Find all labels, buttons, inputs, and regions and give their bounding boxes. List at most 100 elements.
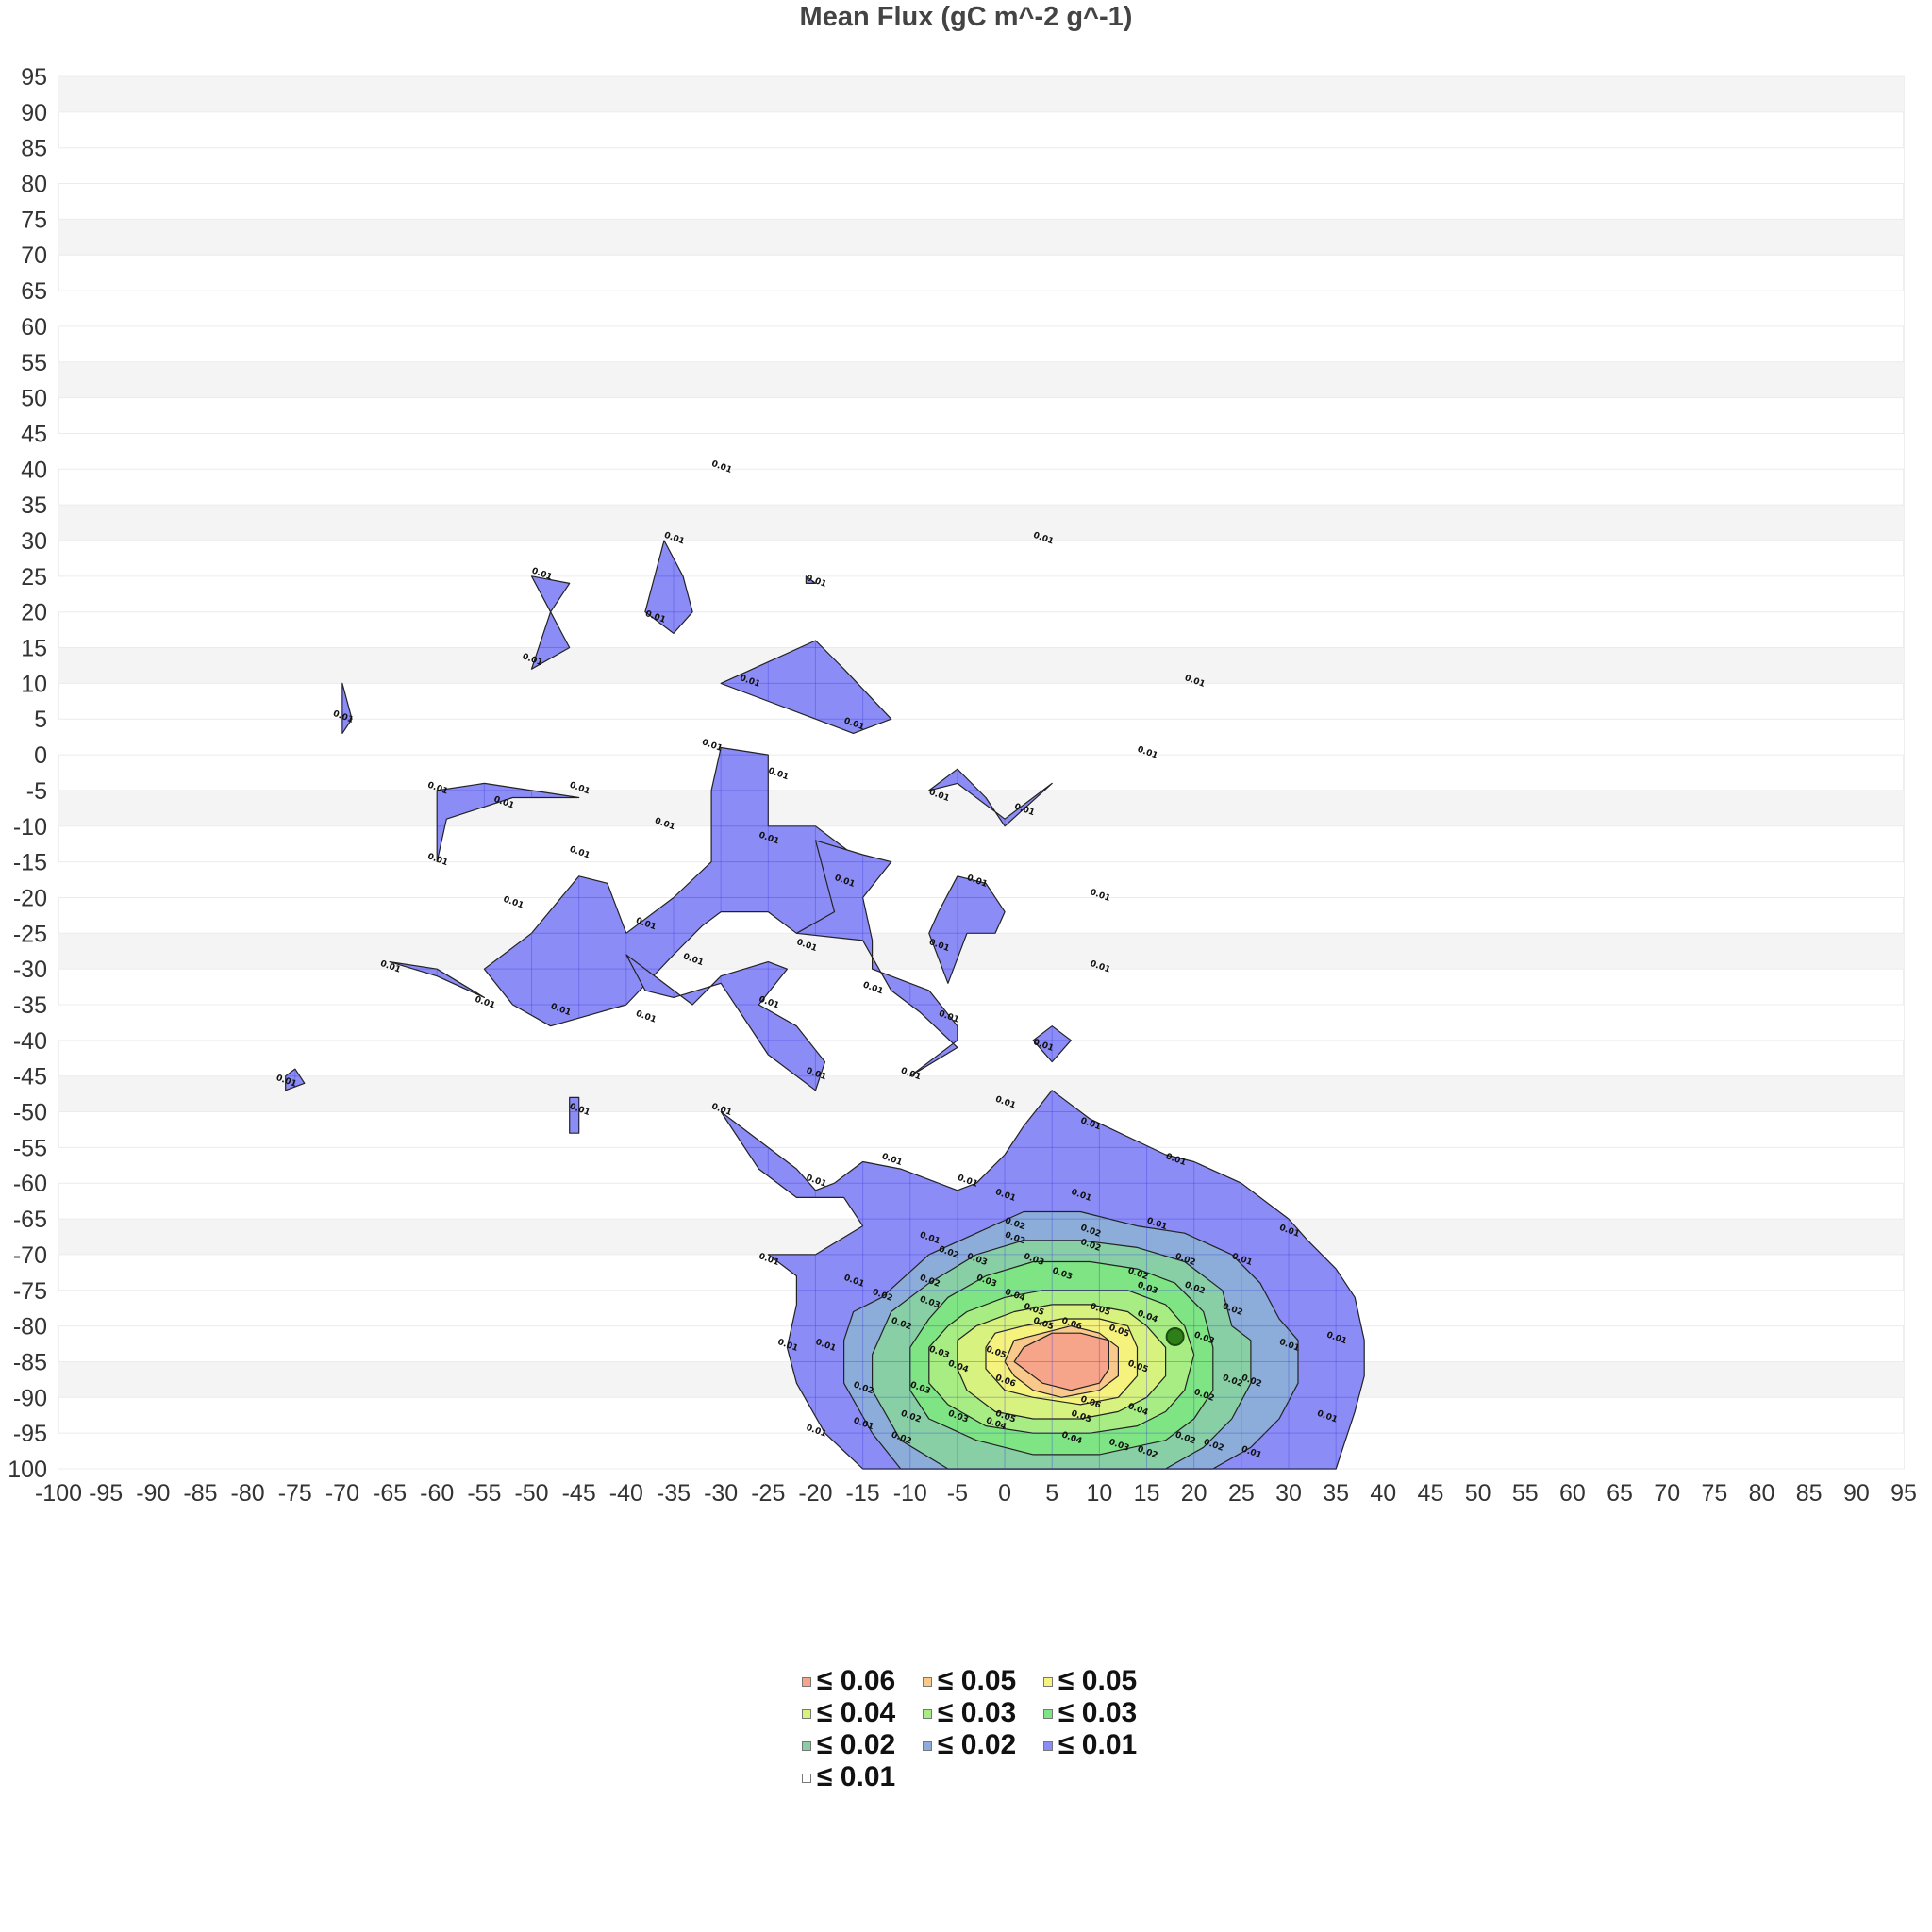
y-tick-label: -50 [13, 1100, 47, 1126]
grid-band [58, 361, 1904, 398]
y-tick-label: 55 [21, 350, 47, 376]
y-tick-label: -85 [13, 1349, 47, 1375]
x-tick-label: -65 [373, 1480, 407, 1507]
chart-title: Mean Flux (gC m^-2 g^-1) [799, 2, 1133, 32]
x-tick-label: 30 [1275, 1480, 1302, 1507]
legend-item: ≤ 0.05 [923, 1665, 1016, 1697]
x-tick-label: 75 [1701, 1480, 1727, 1507]
x-tick-label: 60 [1559, 1480, 1586, 1507]
x-tick-label: -70 [325, 1480, 359, 1507]
contour-region-0.01 [625, 954, 826, 1091]
x-axis-ticks: -100 -95 -90 -85 -80 -75 -70 -65 -60 -55 -50 -45 -40… [35, 1480, 1917, 1507]
legend-item: ≤ 0.03 [923, 1697, 1016, 1729]
legend-label: ≤ 0.06 [817, 1665, 896, 1696]
y-tick-label: -20 [13, 885, 47, 911]
contour-region-0.01 [436, 782, 580, 863]
legend-label: ≤ 0.05 [1058, 1665, 1138, 1696]
x-tick-label: 55 [1512, 1480, 1539, 1507]
grid-band [58, 933, 1904, 970]
grid-band [58, 575, 1904, 612]
x-tick-label: -45 [562, 1480, 596, 1507]
y-tick-label: 50 [21, 386, 47, 412]
x-tick-label: -90 [136, 1480, 170, 1507]
contour-region-0.01 [569, 1096, 580, 1134]
legend-item: ≤ 0.01 [802, 1761, 895, 1793]
grid-band [58, 433, 1904, 470]
grid-band [58, 291, 1904, 326]
legend-label: ≤ 0.03 [938, 1697, 1017, 1728]
y-tick-label: -90 [13, 1385, 47, 1411]
x-tick-label: -40 [609, 1480, 643, 1507]
y-tick-label: 0 [34, 742, 47, 769]
x-tick-label: -35 [657, 1480, 691, 1507]
grid-band [58, 76, 1904, 112]
contour-region-0.01 [1032, 1025, 1072, 1063]
x-tick-label: 90 [1843, 1480, 1870, 1507]
contour-region-0.01 [928, 768, 1053, 827]
legend-label: ≤ 0.02 [938, 1729, 1017, 1760]
legend-label: ≤ 0.03 [1058, 1697, 1138, 1728]
x-tick-label: -15 [846, 1480, 880, 1507]
y-tick-label: 70 [21, 242, 47, 269]
grid-band [58, 219, 1904, 256]
y-tick-label: 75 [21, 207, 47, 233]
legend-item: ≤ 0.06 [802, 1665, 895, 1697]
y-tick-label: -75 [13, 1278, 47, 1305]
legend-swatch [802, 1741, 811, 1752]
y-tick-label: -95 [13, 1421, 47, 1447]
legend-item: ≤ 0.02 [802, 1729, 895, 1761]
y-tick-label: -15 [13, 850, 47, 876]
legend-item: ≤ 0.02 [923, 1729, 1016, 1761]
x-tick-label: 80 [1749, 1480, 1775, 1507]
x-tick-label: -10 [893, 1480, 927, 1507]
grid-band [58, 147, 1904, 184]
y-tick-label: 10 [21, 671, 47, 697]
grid-band [58, 1075, 1904, 1112]
y-tick-label: 25 [21, 564, 47, 591]
x-tick-label: -20 [798, 1480, 832, 1507]
x-tick-label: -30 [704, 1480, 738, 1507]
x-tick-label: 85 [1796, 1480, 1823, 1507]
legend-item: ≤ 0.05 [1043, 1665, 1137, 1697]
contour-region-0.01 [720, 640, 892, 735]
legend-item: ≤ 0.01 [1043, 1729, 1137, 1761]
y-tick-label: 80 [21, 172, 47, 198]
legend-item: ≤ 0.04 [802, 1697, 895, 1729]
legend-label: ≤ 0.04 [817, 1697, 896, 1728]
x-tick-label: 95 [1890, 1480, 1917, 1507]
y-tick-label: -60 [13, 1171, 47, 1197]
contour-region-0.01 [530, 575, 571, 670]
legend-label: ≤ 0.05 [938, 1665, 1017, 1696]
legend-label: ≤ 0.02 [817, 1729, 896, 1760]
y-tick-label: -30 [13, 957, 47, 983]
x-tick-label: 45 [1418, 1480, 1444, 1507]
grid-band [58, 647, 1904, 684]
legend-swatch [923, 1677, 932, 1688]
legend-label: ≤ 0.01 [1058, 1729, 1138, 1760]
y-tick-label: -45 [13, 1064, 47, 1091]
y-tick-label: 30 [21, 528, 47, 555]
x-tick-label: 50 [1465, 1480, 1491, 1507]
x-tick-label: 25 [1228, 1480, 1255, 1507]
y-tick-label: -5 [26, 778, 47, 805]
y-tick-label: -80 [13, 1314, 47, 1341]
legend-swatch [802, 1677, 811, 1688]
site-marker [1165, 1326, 1185, 1346]
grid-band [58, 1005, 1904, 1041]
y-tick-label: -70 [13, 1242, 47, 1269]
x-tick-label: -100 [35, 1480, 82, 1507]
y-tick-label: -55 [13, 1135, 47, 1161]
contour-region-0.01 [795, 840, 958, 1077]
grid-band [58, 719, 1904, 756]
x-tick-label: -95 [89, 1480, 123, 1507]
site-marker-dot [1165, 1326, 1185, 1346]
x-tick-label: 35 [1323, 1480, 1349, 1507]
y-tick-label: -65 [13, 1207, 47, 1233]
x-tick-label: -55 [467, 1480, 501, 1507]
x-tick-label: -25 [751, 1480, 785, 1507]
x-tick-label: -60 [420, 1480, 454, 1507]
grid-band [58, 505, 1904, 541]
y-axis-ticks: 95908580757065605550454035302520151050-5… [8, 64, 47, 1483]
legend-swatch [802, 1774, 811, 1784]
